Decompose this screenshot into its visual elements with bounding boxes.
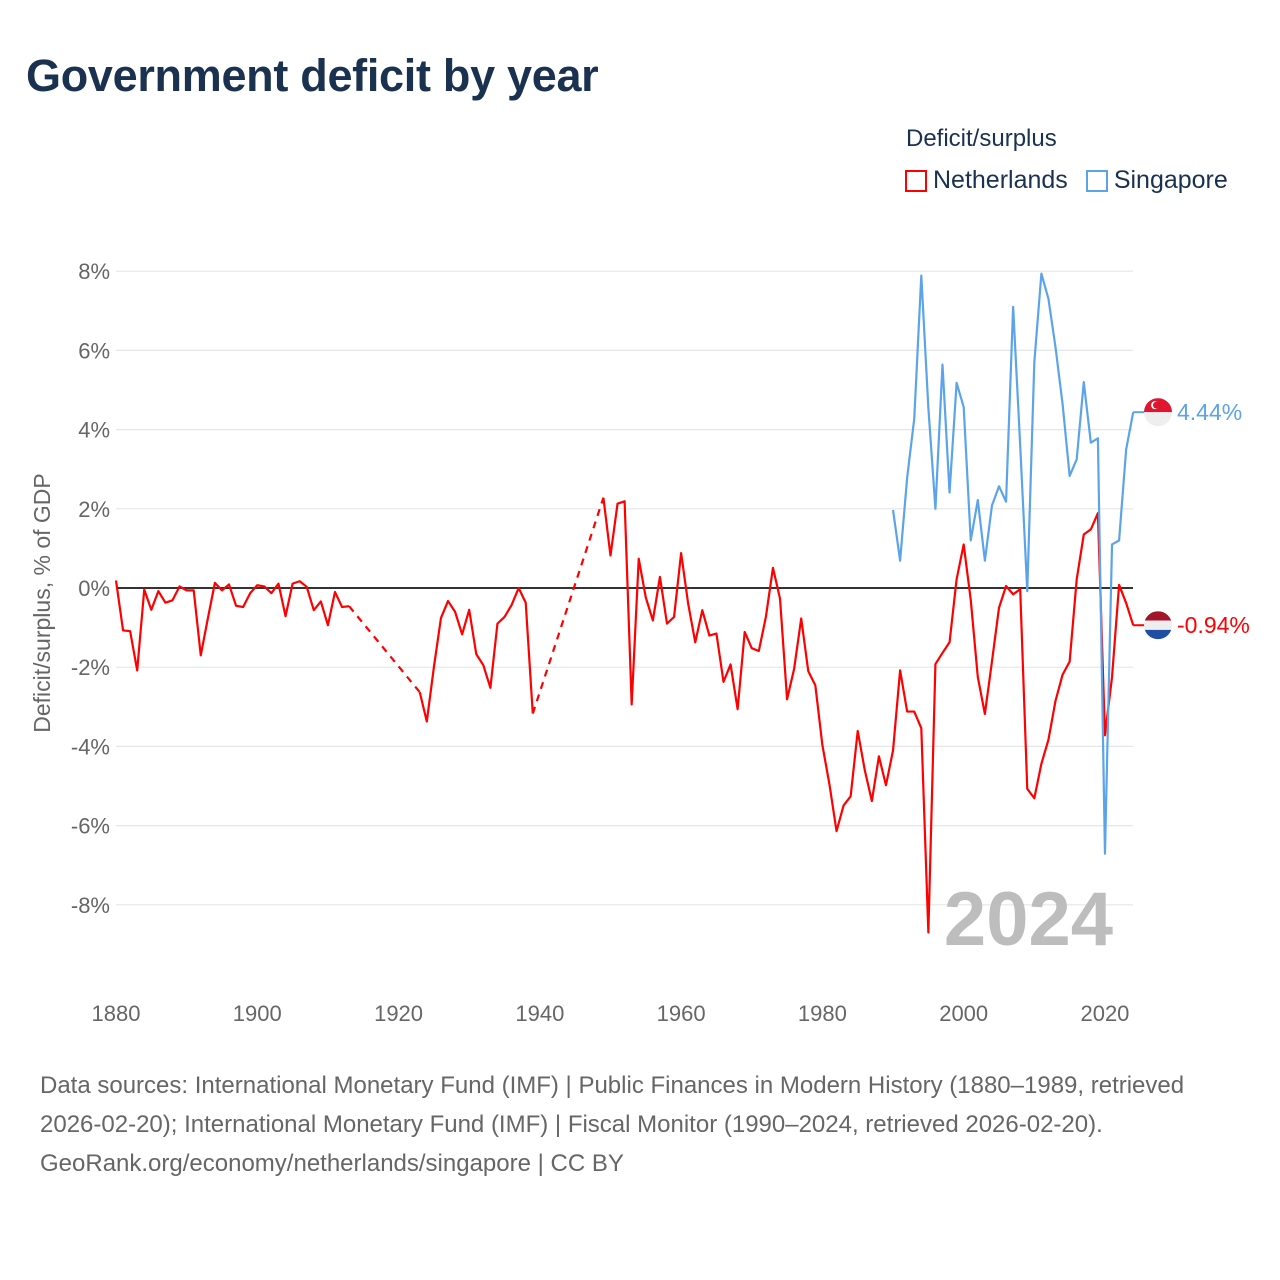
x-tick-label: 1900	[233, 1001, 282, 1026]
legend-swatch-netherlands	[905, 169, 927, 192]
series-lines	[114, 272, 1135, 934]
x-axis-ticks: 1880 1900 1920 1940 1960 1980 2000 2020	[92, 1001, 1130, 1026]
x-tick-label: 1960	[657, 1001, 706, 1026]
legend: Netherlands Singapore	[905, 166, 1228, 195]
y-tick-label: -4%	[71, 734, 110, 759]
y-tick-label: 8%	[78, 259, 110, 284]
netherlands-line	[418, 586, 534, 723]
data-sources: Data sources: International Monetary Fun…	[40, 1072, 1185, 1138]
legend-label-singapore: Singapore	[1113, 166, 1228, 194]
credit-link[interactable]: GeoRank.org/economy/netherlands/singapor…	[40, 1150, 624, 1177]
netherlands-line	[602, 497, 1135, 934]
x-tick-label: 2020	[1080, 1001, 1129, 1026]
singapore-line	[891, 272, 1135, 855]
x-tick-label: 1880	[92, 1001, 141, 1026]
y-axis-label: Deficit/surplus, % of GDP	[29, 473, 55, 732]
y-tick-label: -8%	[71, 893, 110, 918]
singapore-end-label: 4.44%	[1177, 399, 1242, 425]
y-tick-label: -6%	[71, 814, 110, 839]
y-tick-label: 2%	[78, 497, 110, 522]
x-tick-label: 1940	[515, 1001, 564, 1026]
netherlands-line	[114, 580, 350, 672]
legend-item-singapore[interactable]: Singapore	[1085, 166, 1228, 195]
page-title: Government deficit by year	[26, 50, 599, 101]
netherlands-end-label: -0.94%	[1177, 612, 1250, 638]
y-tick-label: 4%	[78, 418, 110, 443]
footer: Data sources: International Monetary Fun…	[40, 1066, 1240, 1183]
legend-swatch-singapore	[1085, 169, 1108, 192]
year-watermark: 2024	[944, 877, 1113, 962]
legend-item-netherlands[interactable]: Netherlands	[905, 166, 1068, 195]
netherlands-flag-icon	[1144, 611, 1172, 640]
y-axis-ticks: 8% 6% 4% 2% 0% -2% -4% -6% -8%	[71, 259, 110, 918]
y-tick-label: 0%	[78, 576, 110, 601]
x-tick-label: 1980	[798, 1001, 847, 1026]
y-tick-label: 6%	[78, 338, 110, 363]
grid	[116, 270, 1133, 906]
legend-title: Deficit/surplus	[906, 125, 1057, 152]
end-labels: -0.94% 4.44%	[1133, 398, 1250, 640]
y-tick-label: -2%	[71, 655, 110, 680]
singapore-flag-icon	[1144, 398, 1172, 427]
netherlands-gap-line	[531, 497, 605, 714]
x-tick-label: 1920	[374, 1001, 423, 1026]
legend-label-netherlands: Netherlands	[933, 166, 1068, 194]
netherlands-gap-line	[348, 605, 421, 693]
x-tick-label: 2000	[939, 1001, 988, 1026]
